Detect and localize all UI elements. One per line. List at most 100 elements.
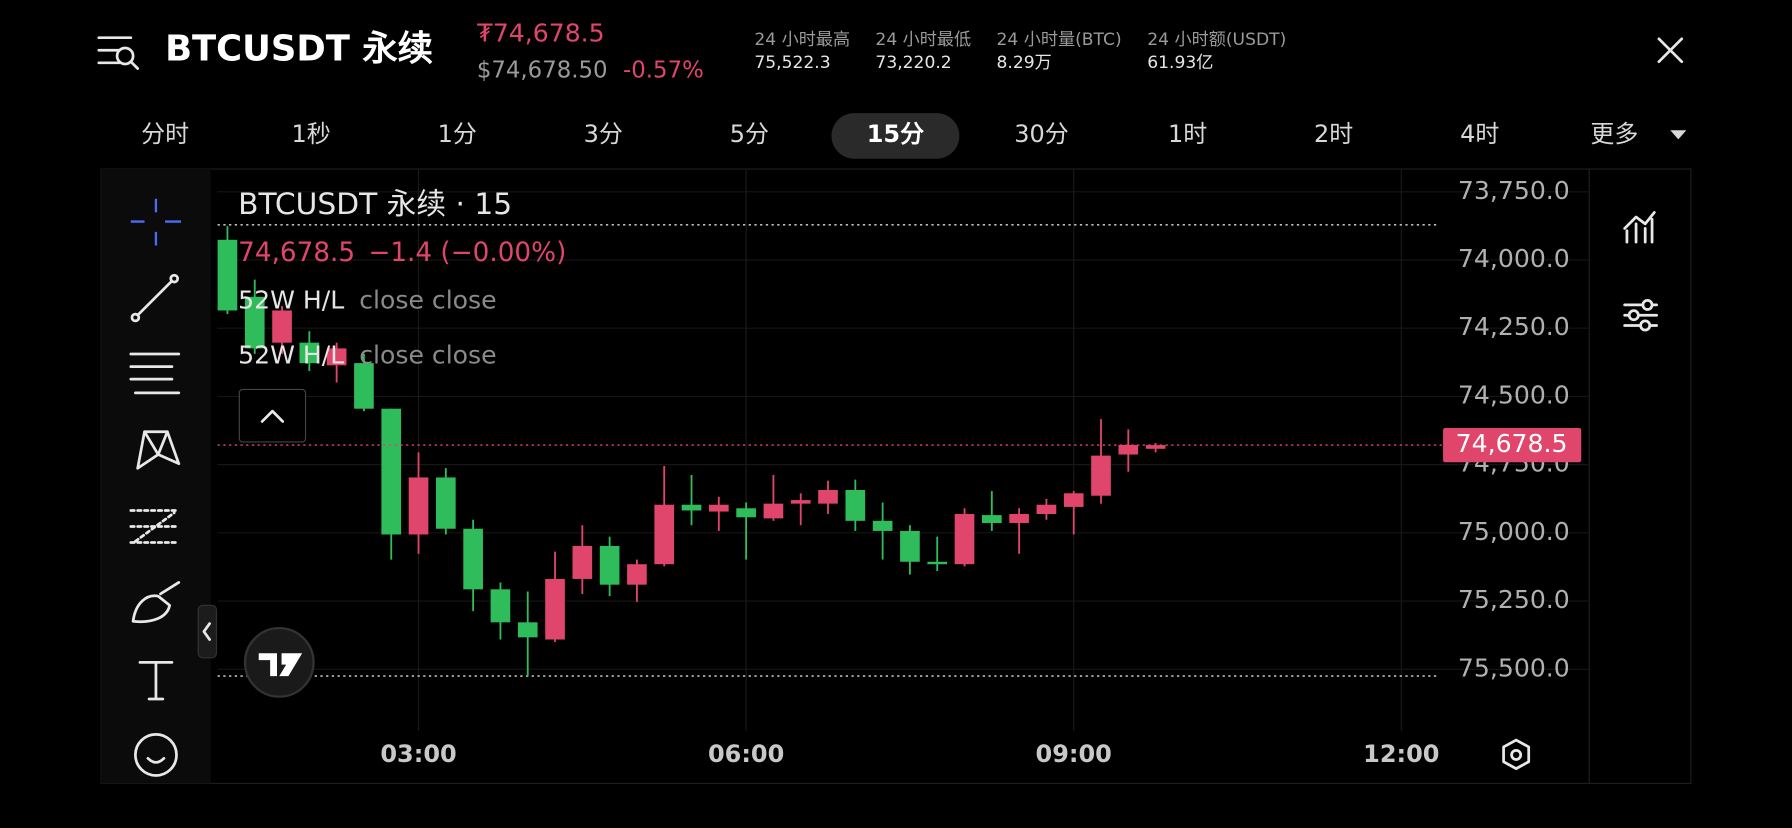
- candle-body: [1009, 514, 1029, 524]
- stat-label: 24 小时量(BTC): [997, 30, 1122, 50]
- search-handle: [129, 60, 140, 70]
- slider-knob: [1627, 309, 1640, 322]
- candle-body: [981, 515, 1002, 524]
- toggle-chevron: [202, 622, 211, 641]
- brush-tool[interactable]: [131, 581, 181, 624]
- close-button[interactable]: [1657, 37, 1684, 64]
- collapse-legend[interactable]: [238, 388, 307, 443]
- tools: [129, 198, 315, 777]
- candle-body: [872, 520, 893, 531]
- indicator-name: 52W H/L: [238, 340, 344, 369]
- y-tick-label: 74,500.0: [1458, 380, 1570, 409]
- stats: 24 小时最高 75,522.3 24 小时最低 73,220.2 24 小时量(BTC…: [754, 30, 1286, 73]
- stat-value: 8.29万: [997, 53, 1052, 73]
- line-tool[interactable]: [136, 279, 174, 317]
- x-tick-label: 09:00: [1036, 740, 1112, 768]
- interval[interactable]: 3分: [584, 120, 623, 148]
- y-tick-label: 75,500.0: [1458, 653, 1570, 682]
- emoji-smile: [146, 756, 166, 764]
- emoji-tool[interactable]: [134, 732, 178, 777]
- indicator-tool[interactable]: [1623, 211, 1656, 244]
- candle-body: [408, 477, 429, 535]
- tv-logo-mark: [258, 653, 303, 677]
- candle-body: [244, 296, 265, 349]
- interval[interactable]: 30分: [1014, 120, 1068, 148]
- crosshair-tool[interactable]: [130, 198, 182, 246]
- candle-body: [1145, 445, 1166, 449]
- search-circle: [115, 46, 135, 66]
- indicators: 52W H/L close close 52W H/L close close: [238, 286, 496, 370]
- candle-body: [681, 504, 702, 511]
- candle-body: [572, 545, 593, 579]
- x-tick-label: 12:00: [1363, 740, 1439, 768]
- interval[interactable]: 1秒: [292, 120, 331, 148]
- interval[interactable]: 15分: [867, 120, 924, 148]
- candle-body: [900, 530, 920, 562]
- interval[interactable]: 2时: [1314, 120, 1353, 148]
- candle-body: [818, 489, 838, 504]
- selected-interval-bg: [831, 113, 960, 159]
- stat-label: 24 小时最低: [875, 30, 971, 50]
- toolbar-toggle[interactable]: [197, 604, 218, 659]
- pattern-tool[interactable]: [136, 430, 181, 470]
- line-dot: [130, 312, 141, 323]
- candle-body: [436, 477, 456, 529]
- stat-value: 61.93亿: [1147, 53, 1213, 73]
- candle-body: [954, 514, 975, 565]
- projection-tool[interactable]: [129, 509, 178, 544]
- tv-logo[interactable]: [243, 626, 315, 698]
- y-tick-label: 74,000.0: [1458, 244, 1570, 273]
- candle-body: [1091, 455, 1111, 496]
- chart-settings[interactable]: [1502, 738, 1531, 770]
- y-tick-label: 75,250.0: [1458, 585, 1570, 614]
- price: ₮74,678.5: [477, 18, 605, 47]
- y-tick-label: 74,250.0: [1458, 312, 1570, 341]
- indicator-params: close close: [359, 340, 496, 369]
- slider-knob: [1641, 298, 1654, 311]
- candle-body: [1118, 444, 1139, 455]
- interval[interactable]: 1分: [438, 120, 477, 148]
- text-tool[interactable]: [138, 661, 174, 701]
- candle-body: [1036, 504, 1057, 515]
- x-tick-label: 03:00: [380, 740, 456, 768]
- candle-body: [354, 363, 374, 409]
- candle-body: [927, 561, 948, 565]
- candle-body: [381, 408, 402, 535]
- chart-settings-dot: [1510, 748, 1523, 761]
- candle-body: [845, 489, 866, 521]
- usd-price: $74,678.50: [477, 57, 608, 83]
- interval[interactable]: 4时: [1460, 120, 1499, 148]
- line-dot: [169, 273, 180, 284]
- stat-value: 73,220.2: [875, 53, 951, 73]
- legend-change: −1.4 (−0.00%): [368, 238, 566, 268]
- candle-body: [299, 342, 320, 364]
- candle-body: [463, 528, 483, 590]
- interval[interactable]: 更多: [1590, 120, 1638, 148]
- interval[interactable]: 1时: [1168, 120, 1207, 148]
- interval[interactable]: 5分: [730, 120, 769, 148]
- candle-body: [654, 504, 675, 565]
- candle-body: [517, 622, 538, 638]
- slider-knob: [1639, 319, 1652, 332]
- legend-price: 74,678.5: [238, 238, 355, 268]
- fib-tool[interactable]: [129, 352, 181, 395]
- dropdown-arrow: [1670, 130, 1687, 140]
- chevron-up: [260, 409, 285, 423]
- candle-body: [627, 564, 647, 585]
- stat-label: 24 小时最高: [754, 30, 850, 50]
- last-price-label: 74,678.5: [1456, 429, 1568, 458]
- interval[interactable]: 分时: [141, 120, 189, 148]
- plot: 73,750.074,000.074,250.074,500.074,750.0…: [217, 169, 1589, 768]
- chart-panel: [100, 168, 1692, 785]
- indicator-name: 52W H/L: [238, 286, 344, 315]
- candle-body: [736, 508, 756, 518]
- candle-body: [272, 310, 292, 343]
- indicator-params: close close: [359, 286, 496, 315]
- candle-body: [326, 348, 347, 366]
- legend-title: BTCUSDT 永续 · 15: [238, 187, 512, 222]
- symbol[interactable]: BTCUSDT 永续: [165, 28, 433, 69]
- change: -0.57%: [623, 57, 704, 83]
- y-tick-label: 75,000.0: [1458, 517, 1570, 546]
- menu-icon[interactable]: [97, 36, 140, 70]
